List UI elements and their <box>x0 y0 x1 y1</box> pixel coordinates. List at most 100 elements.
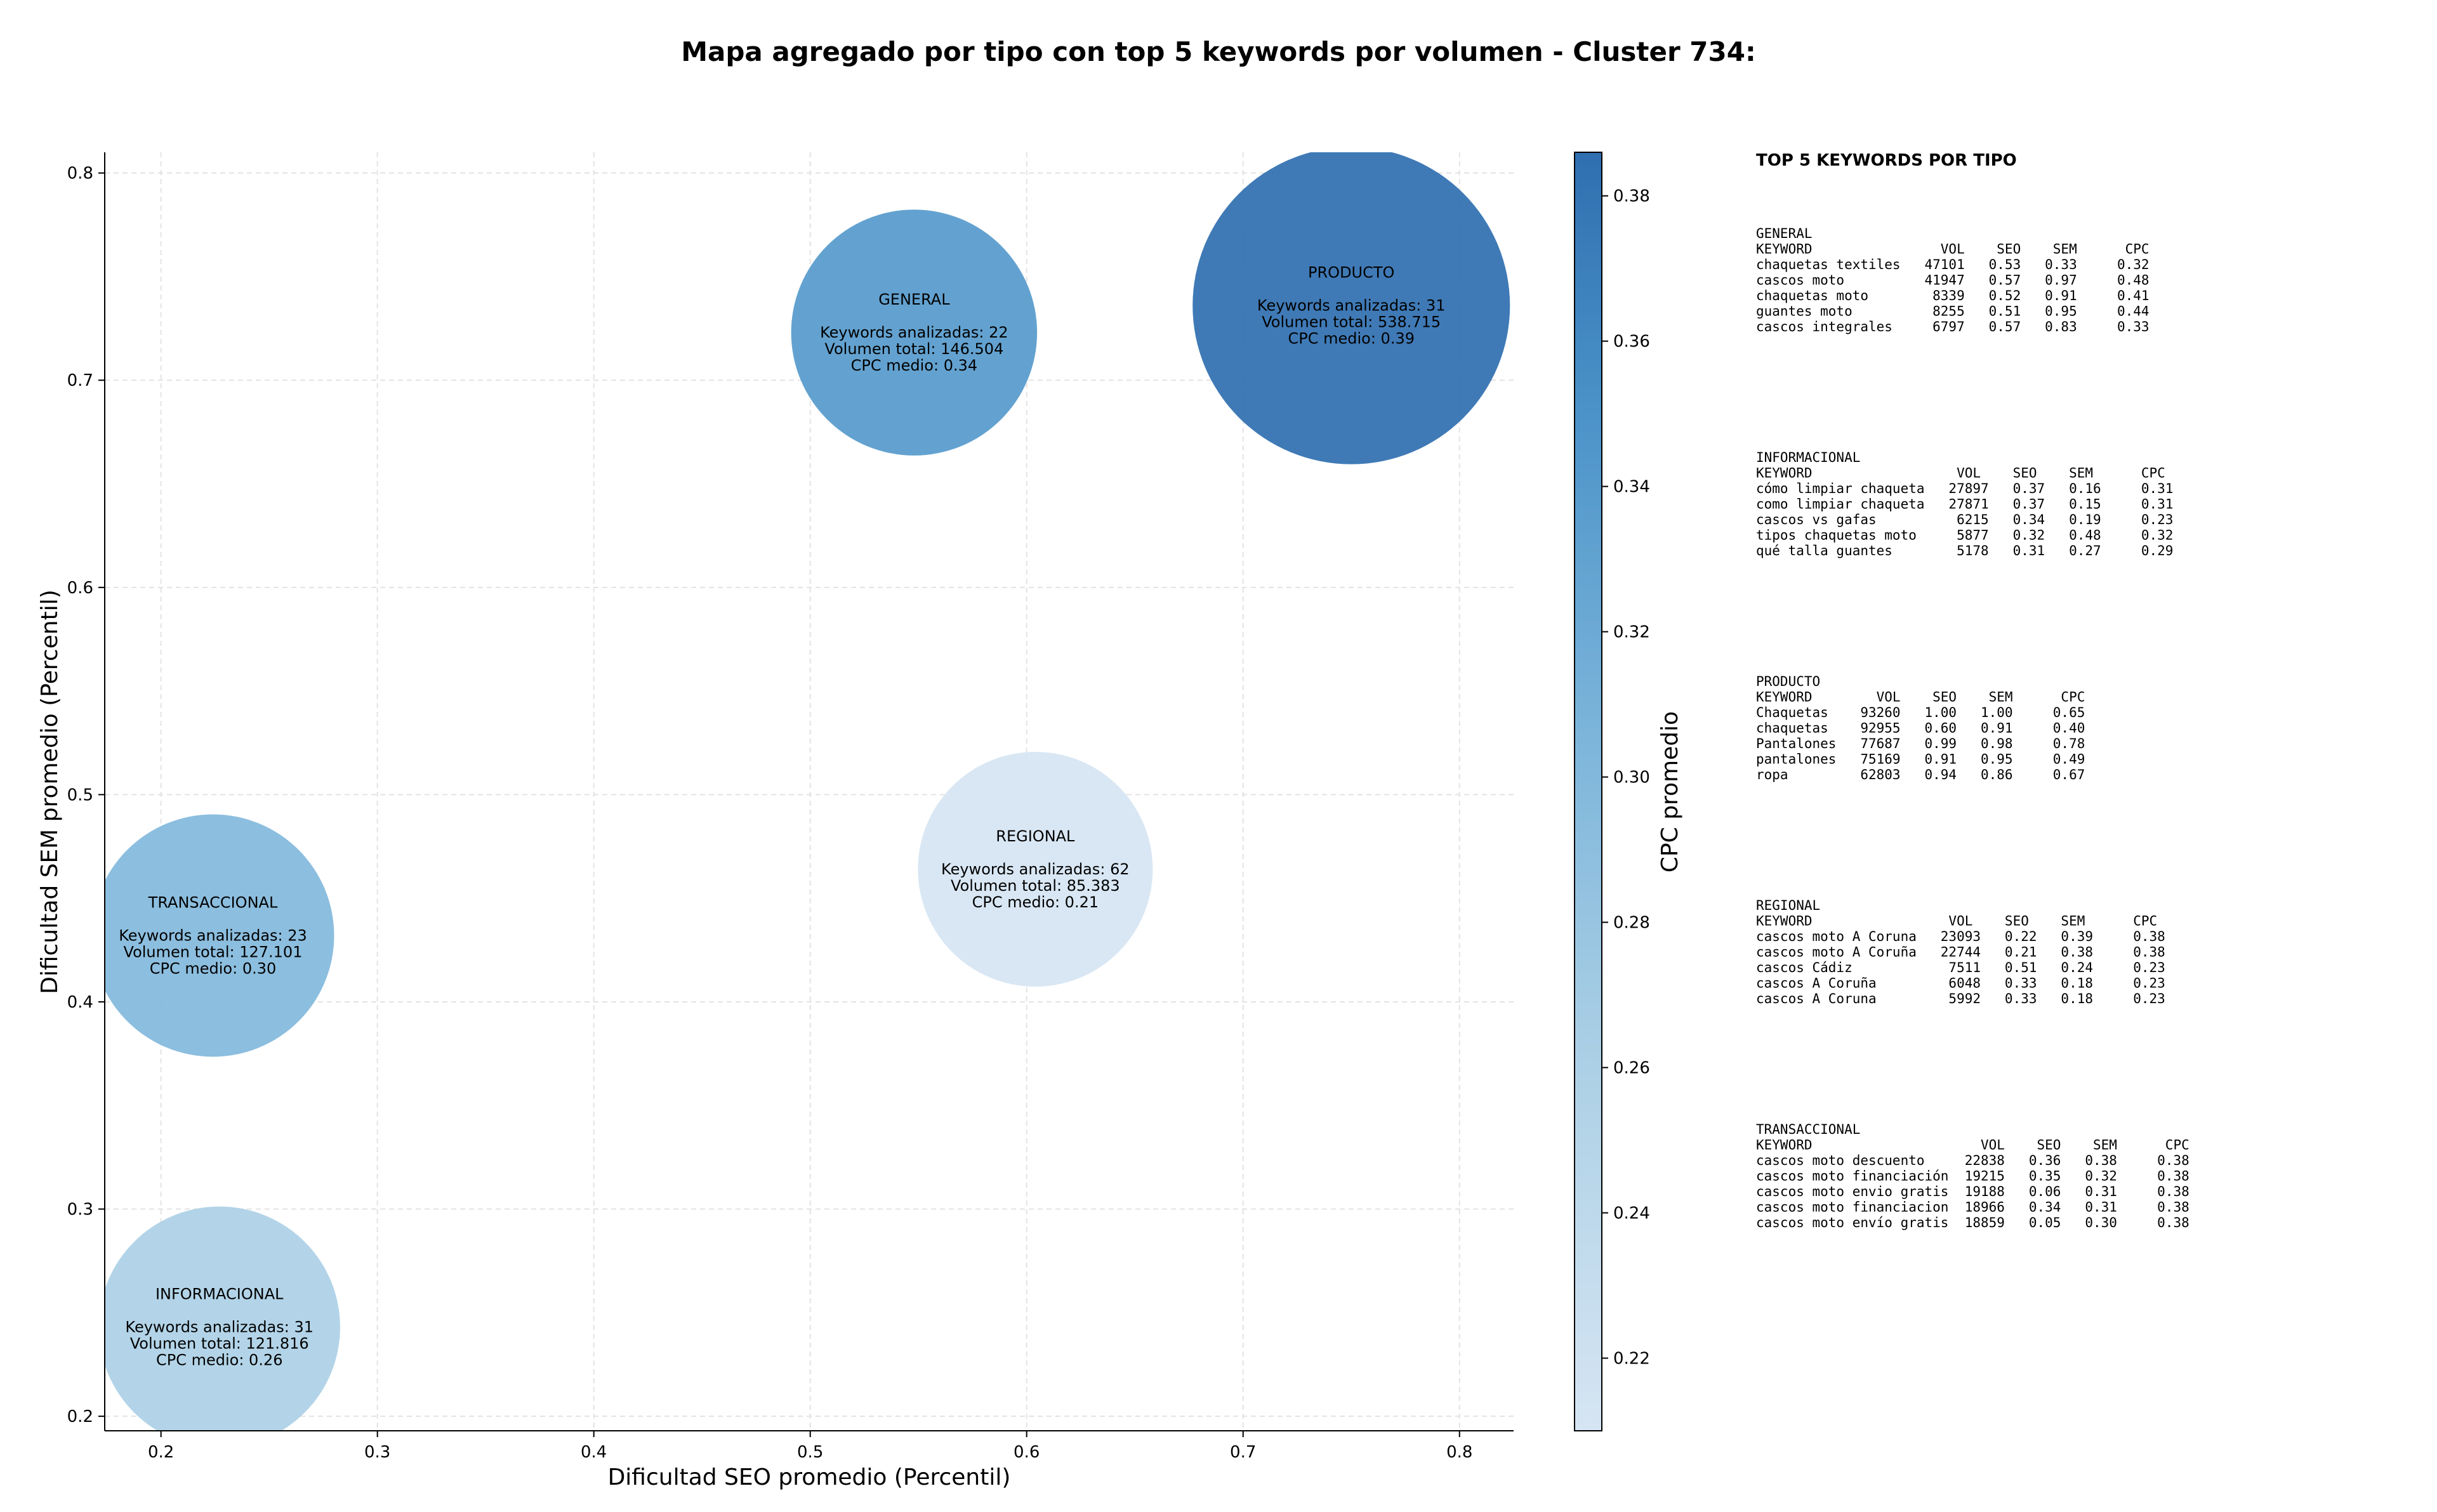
bubble-transaccional <box>105 814 334 1057</box>
bubble-label-cpc-label: CPC medio: 0.39 <box>1288 330 1415 348</box>
keyword-table-row: KEYWORD VOL SEO SEM CPC <box>1756 242 2150 257</box>
bubble-label-keywords-label: Keywords analizadas: 31 <box>125 1318 314 1336</box>
colorbar-ticks: 0.22 0.24 0.26 0.28 0.30 0.32 0.34 0.36 0.38 <box>1602 187 1650 1369</box>
keyword-table-row: cascos A Coruna 5992 0.33 0.18 0.23 <box>1756 991 2165 1006</box>
x-ticks: 0.2 0.3 0.4 0.5 0.6 0.7 0.8 <box>148 1431 1472 1462</box>
keyword-section-title: TRANSACCIONAL <box>1756 1122 1860 1137</box>
colorbar-tick-label: 0.28 <box>1613 914 1650 933</box>
y-tick-label: 0.7 <box>67 371 93 390</box>
x-axis-label: Dificultad SEO promedio (Percentil) <box>608 1464 1011 1490</box>
y-tick-label: 0.8 <box>67 164 93 183</box>
x-tick-label: 0.5 <box>797 1443 823 1462</box>
keyword-table-heading: TOP 5 KEYWORDS POR TIPO <box>1756 151 2017 170</box>
keyword-table-row: cascos moto A Coruna 23093 0.22 0.39 0.3… <box>1756 929 2165 944</box>
keyword-table-row: ropa 62803 0.94 0.86 0.67 <box>1756 767 2085 782</box>
x-tick-label: 0.8 <box>1446 1443 1472 1462</box>
keyword-table-row: KEYWORD VOL SEO SEM CPC <box>1756 690 2085 705</box>
keyword-section-title: GENERAL <box>1756 226 1813 241</box>
colorbar-tick-label: 0.30 <box>1613 768 1650 787</box>
bubble-label-keywords-label: Keywords analizadas: 23 <box>119 926 307 944</box>
keyword-table-row: cascos moto financiación 19215 0.35 0.32… <box>1756 1169 2189 1184</box>
keyword-table-row: Chaquetas 93260 1.00 1.00 0.65 <box>1756 705 2085 720</box>
bubble-label-cpc-label: CPC medio: 0.30 <box>150 959 277 977</box>
bubble-label-name: INFORMACIONAL <box>155 1285 284 1303</box>
colorbar-tick-label: 0.36 <box>1613 332 1650 352</box>
keyword-table-row: guantes moto 8255 0.51 0.95 0.44 <box>1756 304 2150 319</box>
colorbar-tick-label: 0.22 <box>1613 1350 1650 1369</box>
keyword-table-row: chaquetas 92955 0.60 0.91 0.40 <box>1756 721 2085 736</box>
bubble-label-cpc-label: CPC medio: 0.34 <box>851 357 978 374</box>
colorbar-tick-label: 0.26 <box>1613 1059 1650 1078</box>
y-tick-label: 0.4 <box>67 993 93 1012</box>
bubble-label-keywords-label: Keywords analizadas: 22 <box>820 324 1008 341</box>
keyword-table-row: tipos chaquetas moto 5877 0.32 0.48 0.32 <box>1756 528 2173 543</box>
keyword-section-title: PRODUCTO <box>1756 674 1820 689</box>
bubble-label-cpc-label: CPC medio: 0.26 <box>156 1351 283 1369</box>
keyword-table-row: KEYWORD VOL SEO SEM CPC <box>1756 1138 2189 1153</box>
keyword-table-row: cascos moto descuento 22838 0.36 0.38 0.… <box>1756 1153 2189 1168</box>
bubble-label-keywords-label: Keywords analizadas: 31 <box>1257 297 1446 315</box>
keyword-table-row: KEYWORD VOL SEO SEM CPC <box>1756 914 2157 929</box>
x-tick-label: 0.6 <box>1014 1443 1040 1462</box>
keyword-table-row: KEYWORD VOL SEO SEM CPC <box>1756 466 2165 481</box>
keyword-table-row: chaquetas moto 8339 0.52 0.91 0.41 <box>1756 288 2150 303</box>
bubble-label-volume-label: Volumen total: 146.504 <box>824 340 1003 358</box>
keyword-table-row: cómo limpiar chaqueta 27897 0.37 0.16 0.… <box>1756 481 2173 496</box>
colorbar-tick-label: 0.24 <box>1613 1204 1650 1223</box>
bubble-label-keywords-label: Keywords analizadas: 62 <box>941 860 1130 878</box>
bubble-label-name: TRANSACCIONAL <box>148 893 278 911</box>
keyword-section-title: INFORMACIONAL <box>1756 450 1860 465</box>
bubble-label-volume-label: Volumen total: 127.101 <box>124 943 303 961</box>
colorbar-label: CPC promedio <box>1657 711 1683 872</box>
keyword-table-row: cascos moto envio gratis 19188 0.06 0.31… <box>1756 1184 2189 1199</box>
keyword-table-row: pantalones 75169 0.91 0.95 0.49 <box>1756 752 2085 767</box>
bubble-label-name: REGIONAL <box>996 827 1075 845</box>
keyword-table-row: cascos moto envío gratis 18859 0.05 0.30… <box>1756 1215 2189 1230</box>
chart-title: Mapa agregado por tipo con top 5 keyword… <box>681 36 1756 67</box>
y-tick-label: 0.5 <box>67 786 93 805</box>
y-ticks: 0.2 0.3 0.4 0.5 0.6 0.7 0.8 <box>67 164 105 1426</box>
keyword-table-row: cascos moto financiacion 18966 0.34 0.31… <box>1756 1200 2189 1215</box>
keyword-table-row: cascos A Coruña 6048 0.33 0.18 0.23 <box>1756 976 2165 991</box>
keyword-table-row: Pantalones 77687 0.99 0.98 0.78 <box>1756 736 2085 751</box>
keyword-table-row: chaquetas textiles 47101 0.53 0.33 0.32 <box>1756 257 2150 272</box>
bubble-label-name: PRODUCTO <box>1308 264 1394 282</box>
keyword-table-row: cascos integrales 6797 0.57 0.83 0.33 <box>1756 319 2150 334</box>
keyword-table-row: como limpiar chaqueta 27871 0.37 0.15 0.… <box>1756 497 2173 512</box>
x-tick-label: 0.2 <box>148 1443 174 1462</box>
bubble-label-volume-label: Volumen total: 85.383 <box>951 877 1120 895</box>
bubble-label-cpc-label: CPC medio: 0.21 <box>972 893 1099 911</box>
keyword-table-row: cascos vs gafas 6215 0.34 0.19 0.23 <box>1756 512 2173 527</box>
x-tick-label: 0.7 <box>1230 1443 1256 1462</box>
x-tick-label: 0.4 <box>581 1443 607 1462</box>
keyword-table-row: cascos moto 41947 0.57 0.97 0.48 <box>1756 273 2150 288</box>
colorbar-tick-label: 0.34 <box>1613 478 1650 497</box>
y-tick-label: 0.2 <box>67 1407 93 1426</box>
bubble-label-name: GENERAL <box>878 291 950 308</box>
keyword-table-row: cascos Cádiz 7511 0.51 0.24 0.23 <box>1756 960 2165 975</box>
keyword-table-row: cascos moto A Coruña 22744 0.21 0.38 0.3… <box>1756 945 2165 960</box>
bubble-informacional <box>105 1206 340 1431</box>
y-tick-label: 0.6 <box>67 579 93 598</box>
bubble-layer <box>105 152 1510 1431</box>
bubble-label-volume-label: Volumen total: 121.816 <box>130 1335 309 1353</box>
colorbar-tick-label: 0.38 <box>1613 187 1650 206</box>
y-tick-label: 0.3 <box>67 1200 93 1219</box>
bubble-label-volume-label: Volumen total: 538.715 <box>1262 313 1441 331</box>
colorbar <box>1574 152 1602 1431</box>
keyword-table-row: qué talla guantes 5178 0.31 0.27 0.29 <box>1756 543 2173 558</box>
bubble-general <box>791 209 1038 456</box>
keyword-section-title: REGIONAL <box>1756 898 1820 913</box>
y-axis-label: Dificultad SEM promedio (Percentil) <box>37 589 63 994</box>
x-tick-label: 0.3 <box>364 1443 390 1462</box>
colorbar-tick-label: 0.32 <box>1613 623 1650 642</box>
bubble-regional <box>918 751 1153 987</box>
